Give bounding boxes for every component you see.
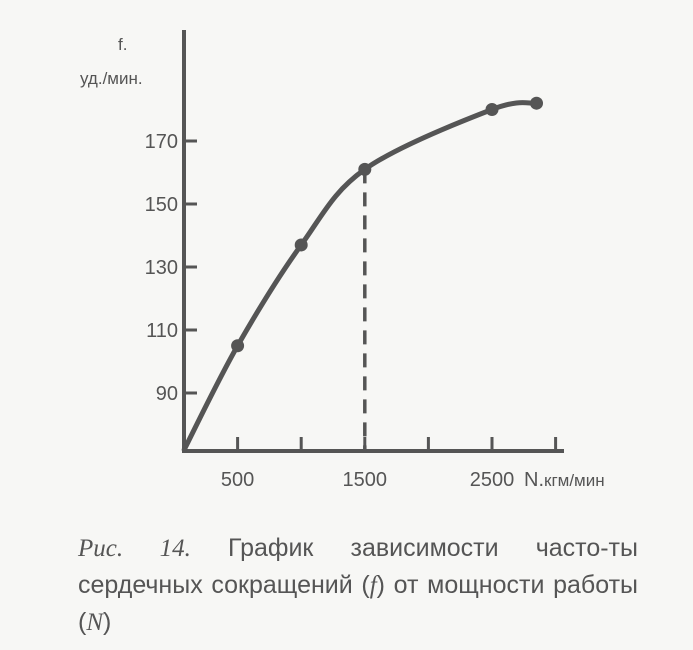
y-tick-label: 150 bbox=[145, 194, 178, 216]
caption-n-symbol: N bbox=[86, 609, 104, 636]
caption-text-2: ) от мощности работы ( bbox=[78, 571, 638, 636]
x-axis-label: N.кгм/мин bbox=[524, 469, 605, 491]
data-point bbox=[358, 162, 372, 176]
x-tick-label: 500 bbox=[221, 469, 254, 491]
data-point bbox=[231, 339, 245, 353]
y-tick-label: 110 bbox=[146, 320, 178, 342]
x-tick-label: 1500 bbox=[343, 469, 388, 491]
data-point bbox=[530, 96, 544, 110]
chart: f. уд./мин. 90 110 130 150 170 500 1500 2500 N.к… bbox=[80, 30, 605, 491]
y-axis-label-unit: уд./мин. bbox=[80, 69, 143, 88]
data-point bbox=[294, 238, 308, 252]
caption-text-1: График зависимости часто-ты сердечных со… bbox=[78, 534, 638, 599]
series-line bbox=[181, 100, 540, 453]
figure-caption: Рис. 14. График зависимости часто-ты сер… bbox=[78, 530, 638, 641]
x-tick-label: 2500 bbox=[470, 469, 515, 491]
y-axis-label-symbol: f. bbox=[118, 35, 127, 54]
y-tick-label: 130 bbox=[145, 257, 178, 279]
caption-text-3: ) bbox=[103, 608, 112, 636]
caption-f-symbol: f bbox=[369, 572, 377, 599]
y-tick-label: 90 bbox=[156, 383, 178, 405]
figure-label: Рис. 14. bbox=[78, 535, 191, 562]
y-tick-label: 170 bbox=[145, 131, 178, 153]
data-point bbox=[485, 103, 499, 116]
